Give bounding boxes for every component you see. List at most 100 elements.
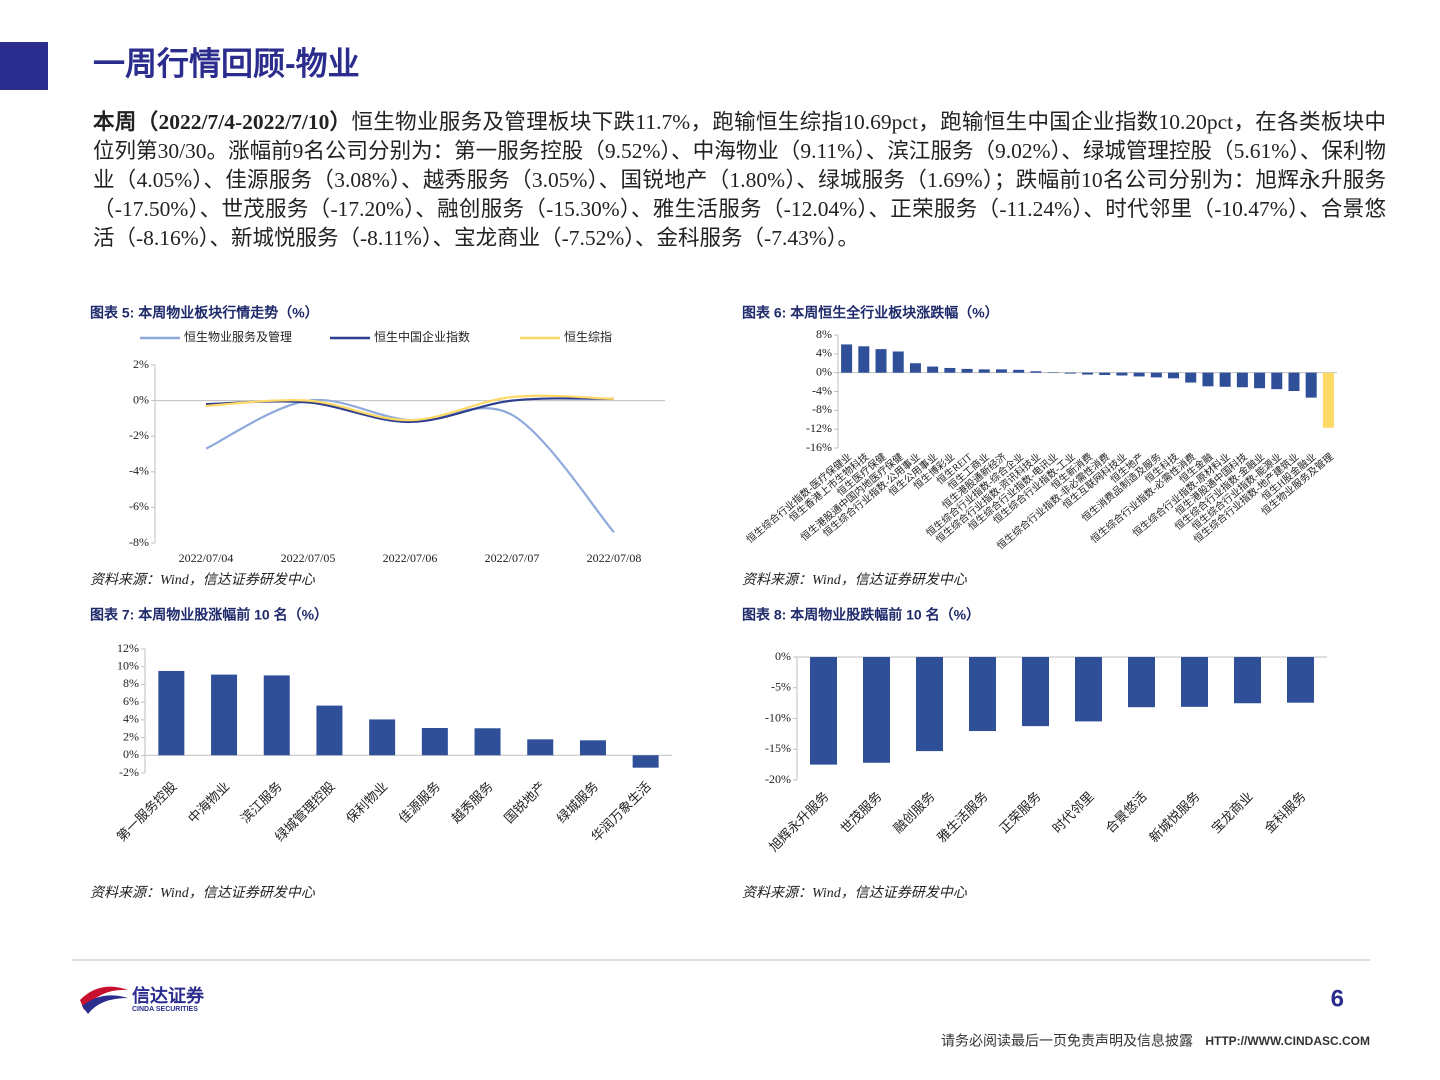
- summary: 本周（2022/7/4-2022/7/10）恒生物业服务及管理板块下跌11.7%…: [93, 108, 1386, 253]
- y-tick-label: -10%: [765, 710, 791, 724]
- y-tick-label: 0%: [816, 364, 832, 378]
- bar: [1271, 372, 1283, 390]
- url: HTTP://WWW.CINDASC.COM: [1205, 1034, 1370, 1048]
- bar: [1185, 372, 1197, 383]
- x-tick-label: 2022/07/05: [281, 551, 336, 565]
- title-marker: [0, 42, 48, 90]
- bar: [1030, 371, 1042, 373]
- brand-en: CINDA SECURITIES: [132, 1006, 198, 1013]
- disclaimer: 请务必阅读最后一页免责声明及信息披露: [941, 1033, 1193, 1049]
- y-tick-label: -20%: [765, 772, 791, 786]
- line-series: [205, 394, 615, 422]
- bar: [969, 657, 996, 732]
- bar: [1305, 372, 1317, 398]
- bar: [1128, 657, 1155, 708]
- y-tick-label: -6%: [129, 499, 149, 513]
- y-tick-label: 0%: [133, 392, 149, 406]
- y-tick-label: -8%: [129, 535, 149, 549]
- logo-mark: [82, 995, 128, 1014]
- bar: [263, 675, 290, 756]
- x-tick-label: 中海物业: [185, 779, 232, 826]
- y-tick-label: 2%: [123, 729, 139, 743]
- y-tick-label: 4%: [816, 346, 832, 360]
- x-tick-label: 绿城服务: [554, 779, 601, 826]
- chart-title: 图表 6: 本周恒生全行业板块涨跌幅（%）: [742, 305, 999, 321]
- x-tick-label: 第一服务控股: [114, 779, 180, 845]
- bar: [632, 755, 659, 768]
- bar: [474, 728, 501, 756]
- bar: [1064, 372, 1076, 374]
- bar: [421, 728, 448, 756]
- page-title: 一周行情回顾-物业: [93, 45, 360, 81]
- y-tick-label: -12%: [806, 421, 832, 435]
- legend-label: 恒生综指: [564, 329, 612, 344]
- x-tick-label: 2022/07/07: [485, 551, 540, 565]
- y-tick-label: -2%: [119, 765, 139, 779]
- y-tick-label: 8%: [816, 327, 832, 341]
- x-tick-label: 世茂服务: [837, 789, 884, 836]
- chart-source: 资料来源：Wind，信达证券研发中心: [742, 885, 968, 901]
- bar: [927, 366, 939, 373]
- chart-title: 图表 8: 本周物业股跌幅前 10 名（%）: [742, 607, 980, 623]
- y-tick-label: -2%: [129, 428, 149, 442]
- summary-text: 恒生物业服务及管理板块下跌11.7%，跑输恒生综指10.69pct，跑输恒生中国…: [93, 110, 1386, 250]
- y-tick-label: -4%: [812, 383, 832, 397]
- bar: [1133, 372, 1145, 377]
- x-tick-label: 佳源服务: [396, 779, 443, 826]
- legend-label: 恒生中国企业指数: [374, 329, 470, 344]
- bar: [1082, 372, 1093, 375]
- bar: [1116, 372, 1128, 376]
- bar: [1202, 372, 1214, 387]
- x-tick-label: 融创服务: [890, 789, 937, 836]
- x-tick-label: 越秀服务: [448, 779, 495, 826]
- chart-source: 资料来源：Wind，信达证券研发中心: [90, 885, 316, 901]
- logo-mark: [80, 986, 128, 1010]
- x-tick-label: 新城悦服务: [1146, 789, 1203, 846]
- y-tick-label: 4%: [123, 712, 139, 726]
- bar: [863, 657, 890, 763]
- bar: [916, 657, 943, 752]
- brand: 信达证券: [132, 985, 205, 1006]
- bar: [1181, 657, 1208, 707]
- x-tick-label: 宝龙商业: [1208, 789, 1255, 836]
- y-tick-label: -16%: [806, 440, 832, 454]
- bar: [1254, 372, 1266, 389]
- bar: [1075, 657, 1102, 722]
- y-tick-label: -8%: [812, 402, 832, 416]
- x-tick-label: 正荣服务: [996, 789, 1043, 836]
- y-tick-label: 2%: [133, 357, 149, 371]
- chart-source: 资料来源：Wind，信达证券研发中心: [90, 572, 316, 588]
- bar: [316, 705, 343, 756]
- x-tick-label: 合景悠活: [1102, 789, 1149, 836]
- bar: [369, 719, 396, 756]
- chart-title: 图表 5: 本周物业板块行情走势（%）: [90, 305, 319, 321]
- bar: [995, 369, 1007, 373]
- x-tick-label: 旭辉永升服务: [766, 789, 832, 855]
- y-tick-label: 10%: [117, 658, 139, 672]
- bar: [875, 349, 887, 373]
- y-tick-label: -5%: [771, 680, 791, 694]
- y-tick-label: 12%: [117, 641, 139, 655]
- chart-source: 资料来源：Wind，信达证券研发中心: [742, 572, 968, 588]
- legend-label: 恒生物业服务及管理: [184, 329, 292, 344]
- bar: [1168, 372, 1180, 379]
- bar: [961, 368, 973, 373]
- bar: [978, 369, 990, 373]
- bar: [944, 367, 956, 373]
- bar: [1288, 372, 1300, 392]
- bar: [1099, 372, 1111, 376]
- x-tick-label: 2022/07/08: [587, 551, 642, 565]
- y-tick-label: -4%: [129, 464, 149, 478]
- y-tick-label: 8%: [123, 676, 139, 690]
- x-tick-label: 国锐地产: [501, 779, 548, 826]
- bar: [579, 740, 606, 756]
- bar: [1022, 657, 1049, 727]
- bar: [1234, 657, 1261, 704]
- bar: [892, 351, 904, 373]
- x-tick-label: 时代邻里: [1049, 789, 1096, 836]
- y-tick-label: 0%: [775, 649, 791, 663]
- x-tick-label: 2022/07/04: [179, 551, 234, 565]
- bar: [858, 346, 870, 373]
